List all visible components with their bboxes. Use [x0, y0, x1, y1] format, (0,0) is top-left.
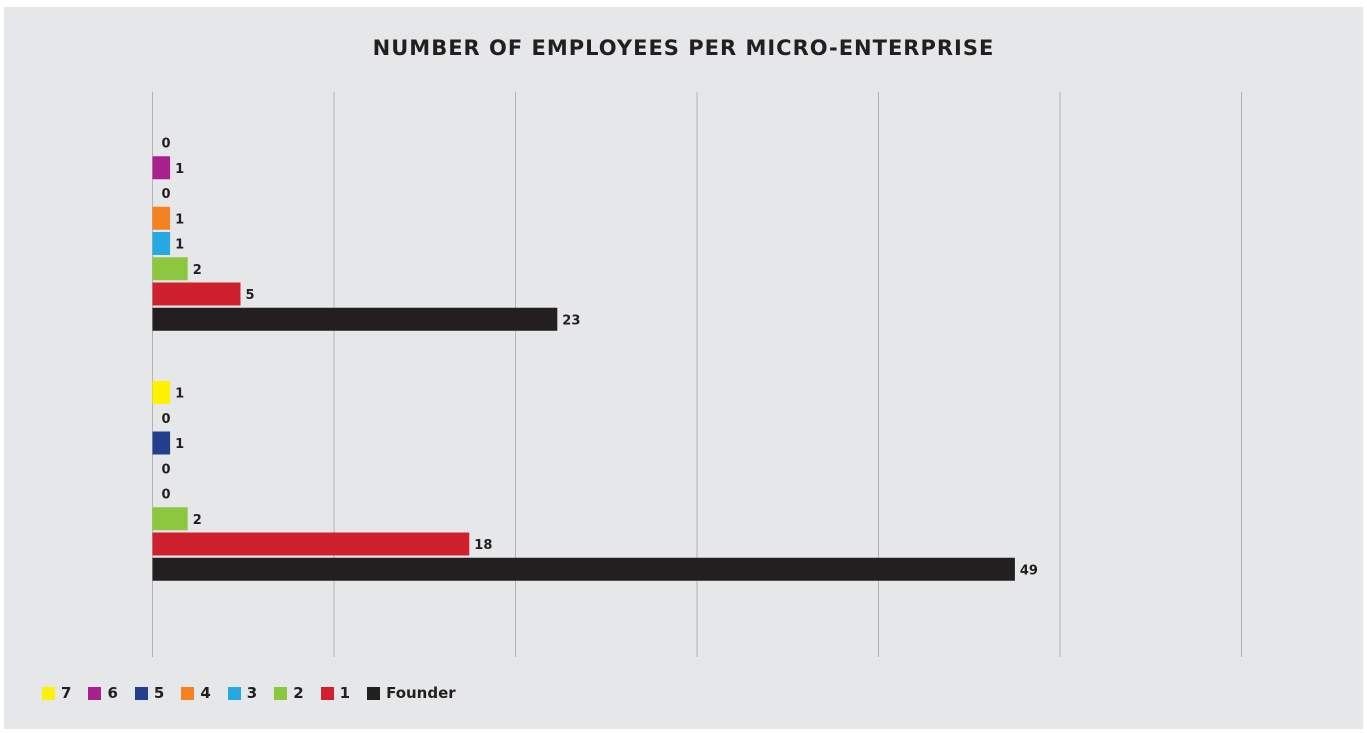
- data-label: 0: [162, 187, 171, 202]
- data-label: 49: [1020, 563, 1038, 578]
- data-label: 0: [162, 462, 171, 477]
- bar-5-group-2: [153, 432, 171, 455]
- legend-label: 3: [247, 684, 257, 702]
- data-label: 1: [175, 162, 184, 177]
- bar-2-group-2: [153, 507, 188, 530]
- legend-item: 2: [274, 684, 303, 702]
- legend-label: 5: [154, 684, 164, 702]
- legend-item: Founder: [367, 684, 456, 702]
- data-label: 1: [175, 212, 184, 227]
- bar-founder-group-1: [153, 308, 558, 331]
- legend-label: 2: [293, 684, 303, 702]
- data-label: 0: [162, 488, 171, 503]
- bar-4-group-1: [153, 207, 171, 230]
- legend-item: 5: [135, 684, 164, 702]
- bar-2-group-1: [153, 257, 188, 280]
- legend-swatch: [42, 687, 55, 700]
- legend-swatch: [181, 687, 194, 700]
- legend-swatch: [274, 687, 287, 700]
- legend-swatch: [88, 687, 101, 700]
- chart-legend: 7 6 5 4 3 2 1 Founder: [42, 684, 473, 702]
- legend-label: 1: [340, 684, 350, 702]
- legend-swatch: [321, 687, 334, 700]
- legend-item: 3: [228, 684, 257, 702]
- legend-swatch: [367, 687, 380, 700]
- legend-item: 1: [321, 684, 350, 702]
- bar-6-group-1: [153, 156, 171, 179]
- bar-3-group-1: [153, 232, 171, 255]
- data-label: 1: [175, 387, 184, 402]
- data-label: 23: [562, 313, 580, 328]
- legend-item: 4: [181, 684, 210, 702]
- legend-label: 6: [107, 684, 117, 702]
- bar-7-group-2: [153, 381, 171, 404]
- data-label: 1: [175, 437, 184, 452]
- legend-item: 6: [88, 684, 117, 702]
- bar-1-group-1: [153, 283, 241, 306]
- legend-label: 4: [200, 684, 210, 702]
- legend-label: 7: [61, 684, 71, 702]
- bar-1-group-2: [153, 533, 470, 556]
- legend-item: 7: [42, 684, 71, 702]
- data-label: 5: [246, 288, 255, 303]
- data-label: 0: [162, 137, 171, 152]
- data-label: 0: [162, 412, 171, 427]
- legend-swatch: [228, 687, 241, 700]
- legend-label: Founder: [386, 684, 456, 702]
- data-label: 18: [474, 538, 492, 553]
- bar-founder-group-2: [153, 558, 1015, 581]
- data-label: 2: [193, 513, 202, 528]
- legend-swatch: [135, 687, 148, 700]
- data-label: 2: [193, 263, 202, 278]
- data-label: 1: [175, 238, 184, 253]
